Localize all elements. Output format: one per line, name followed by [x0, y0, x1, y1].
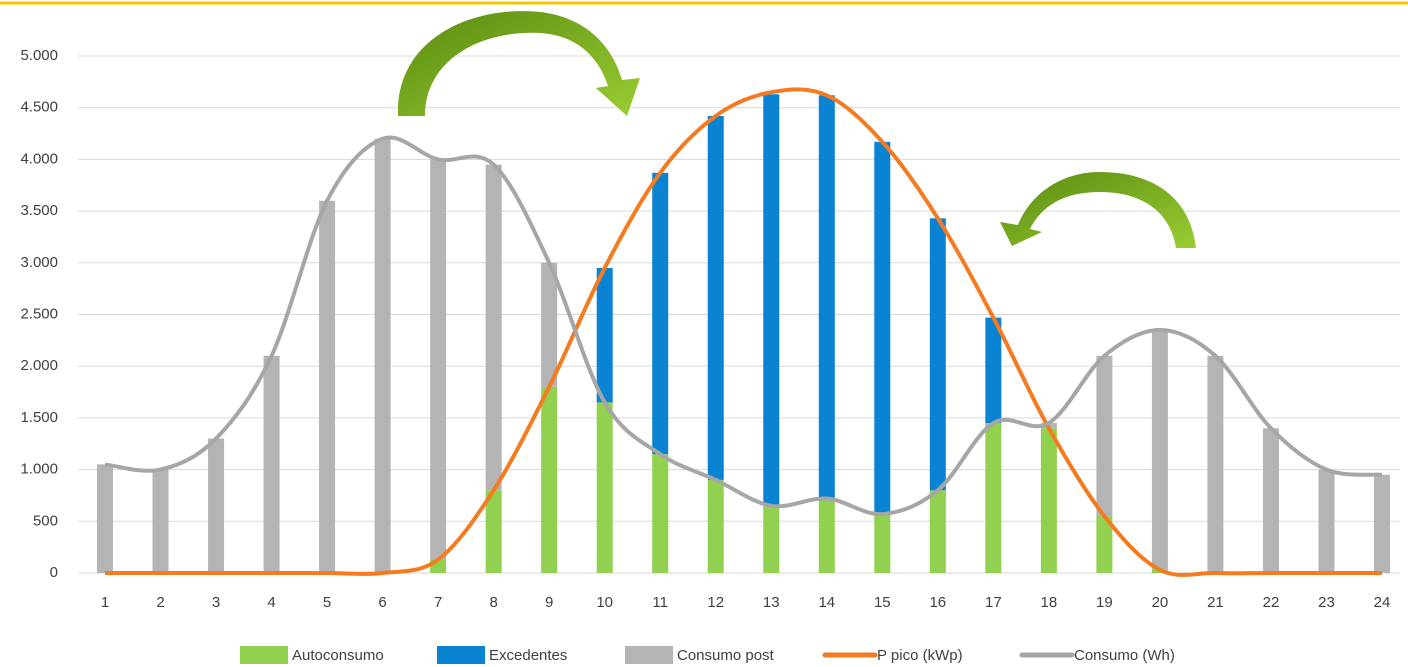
- bar-segment: [1096, 516, 1113, 573]
- x-tick-label: 19: [1096, 594, 1113, 611]
- bar-segment: [430, 159, 447, 560]
- x-tick-label: 17: [985, 594, 1002, 611]
- x-tick-label: 13: [763, 594, 780, 611]
- arrow-left: [397, 11, 640, 116]
- y-tick-label: 4.000: [20, 150, 58, 167]
- x-tick-label: 3: [212, 594, 220, 611]
- bar-segment: [874, 514, 891, 573]
- y-tick-label: 4.500: [20, 99, 58, 116]
- bar-segment: [985, 423, 1002, 573]
- bar-segment: [1040, 428, 1057, 573]
- line: [104, 135, 1383, 517]
- y-tick-label: 2.500: [20, 305, 58, 322]
- bar-segment: [652, 172, 669, 455]
- x-tick-label: 7: [434, 594, 442, 611]
- bar-segment: [1262, 428, 1279, 573]
- x-tick-label: 21: [1207, 594, 1224, 611]
- arrow-right: [1000, 172, 1196, 248]
- y-tick-label: 3.000: [20, 254, 58, 271]
- x-tick-label: 10: [596, 594, 613, 611]
- bar-segment: [707, 115, 724, 480]
- x-tick-label: 14: [818, 594, 835, 611]
- y-tick-label: 1.500: [20, 409, 58, 426]
- x-tick-label: 4: [267, 594, 275, 611]
- bar-segment: [818, 498, 835, 573]
- x-tick-label: 1: [101, 594, 109, 611]
- y-tick-label: 3.500: [20, 202, 58, 219]
- bar-segment: [1151, 330, 1168, 570]
- bar-segment: [97, 464, 113, 573]
- x-tick-label: 2: [156, 594, 164, 611]
- legend-swatch: [437, 646, 485, 664]
- legend-label: Autoconsumo: [292, 647, 384, 664]
- x-tick-label: 5: [323, 594, 331, 611]
- bar-segment: [208, 438, 225, 573]
- bar-segment: [874, 141, 891, 515]
- y-tick-label: 1.000: [20, 461, 58, 478]
- bar-segment: [1096, 355, 1113, 517]
- bar-segment: [541, 262, 558, 387]
- x-tick-label: 24: [1374, 594, 1391, 611]
- bar-segment: [652, 454, 669, 573]
- bar-segment: [818, 95, 835, 499]
- x-tick-label: 8: [489, 594, 497, 611]
- bar-segment: [929, 218, 946, 491]
- x-tick-label: 20: [1152, 594, 1169, 611]
- legend-label: Excedentes: [489, 647, 567, 664]
- bar-segment: [985, 317, 1002, 424]
- y-tick-label: 0: [50, 564, 58, 581]
- bar-segment: [596, 402, 613, 573]
- legend-label: P pico (kWp): [877, 647, 963, 664]
- bar-segment: [707, 479, 724, 573]
- bar-segment: [485, 490, 502, 573]
- bar-segment: [763, 505, 780, 573]
- bar-segment: [596, 267, 613, 403]
- bar-segment: [152, 469, 169, 573]
- x-tick-label: 12: [707, 594, 724, 611]
- bar-segment: [485, 164, 502, 491]
- y-tick-label: 2.000: [20, 357, 58, 374]
- legend-swatch: [240, 646, 288, 664]
- bar-segment: [1207, 355, 1224, 573]
- x-tick-label: 11: [652, 594, 668, 611]
- y-tick-label: 500: [33, 512, 58, 529]
- bar-segment: [319, 200, 336, 573]
- x-tick-label: 18: [1041, 594, 1058, 611]
- x-tick-label: 16: [929, 594, 946, 611]
- x-tick-label: 22: [1263, 594, 1280, 611]
- bar-segment: [541, 386, 558, 573]
- line: [104, 87, 1382, 577]
- x-tick-label: 23: [1318, 594, 1335, 611]
- y-tick-label: 5.000: [20, 47, 58, 64]
- legend-label: Consumo post: [677, 647, 775, 664]
- bar-segment: [929, 490, 946, 573]
- legend-label: Consumo (Wh): [1074, 647, 1175, 664]
- x-tick-label: 15: [874, 594, 891, 611]
- plot: 0 500 1.000 1.500 2.000 2.500 3.000 3.500 4.000 4…: [20, 47, 1400, 611]
- x-tick-label: 9: [545, 594, 553, 611]
- bar-segment: [1374, 474, 1390, 573]
- bar-segment: [374, 138, 391, 573]
- bar-segment: [763, 94, 780, 506]
- bar-segment: [263, 355, 280, 573]
- bar-segment: [1318, 469, 1335, 573]
- x-tick-label: 6: [378, 594, 386, 611]
- legend-swatch: [625, 646, 673, 664]
